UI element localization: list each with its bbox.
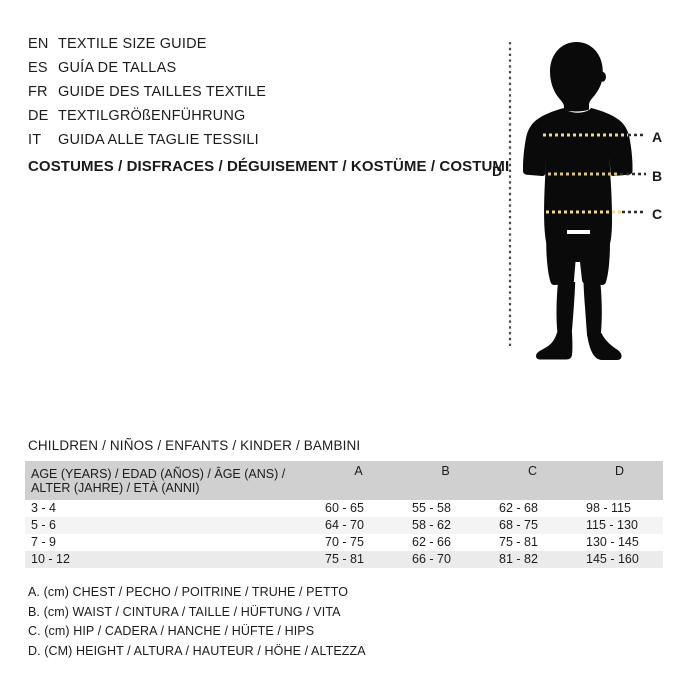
language-row-fr: FR GUIDE DES TAILLES TEXTILE (28, 84, 468, 108)
header-c: C (527, 464, 538, 478)
cell-a: 60 - 65 (325, 501, 364, 515)
language-row-it: IT GUIDA ALLE TAGLIE TESSILI (28, 132, 468, 156)
cell-c: 75 - 81 (499, 535, 538, 549)
size-table: AGE (YEARS) / EDAD (AÑOS) / ÂGE (ANS) / … (25, 461, 663, 568)
language-header-block: EN TEXTILE SIZE GUIDE ES GUÍA DE TALLAS … (28, 36, 468, 156)
header-d: D (614, 464, 625, 478)
table-row: 5 - 6 64 - 70 58 - 62 68 - 75 115 - 130 (25, 517, 663, 534)
cell-d: 115 - 130 (586, 518, 638, 532)
language-code-de: DE (28, 108, 49, 124)
figure-label-b: B (652, 168, 663, 184)
language-code-it: IT (28, 132, 42, 148)
cell-d: 98 - 115 (586, 501, 631, 515)
language-text-it: GUIDA ALLE TAGLIE TESSILI (58, 132, 259, 148)
header-age: AGE (YEARS) / EDAD (AÑOS) / ÂGE (ANS) / … (31, 466, 286, 495)
header-a: A (354, 464, 363, 478)
cell-age: 5 - 6 (31, 518, 57, 532)
language-code-es: ES (28, 60, 48, 76)
language-row-es: ES GUÍA DE TALLAS (28, 60, 468, 84)
cell-a: 75 - 81 (325, 552, 364, 566)
table-row: 10 - 12 75 - 81 66 - 70 81 - 82 145 - 16… (25, 551, 663, 568)
header-b: B (441, 464, 450, 478)
legend-row-b: B. (cm) WAIST / CINTURA / TAILLE / HÜFTU… (28, 604, 341, 619)
table-caption: CHILDREN / NIÑOS / ENFANTS / KINDER / BA… (28, 438, 361, 453)
silhouette-body (523, 42, 633, 360)
cell-c: 68 - 75 (499, 518, 538, 532)
figure-label-d: D (492, 163, 503, 179)
language-text-fr: GUIDE DES TAILLES TEXTILE (58, 84, 267, 100)
language-text-es: GUÍA DE TALLAS (58, 60, 177, 76)
cell-b: 58 - 62 (412, 518, 451, 532)
figure-label-c: C (652, 206, 663, 222)
legend-row-a: A. (cm) CHEST / PECHO / POITRINE / TRUHE… (28, 585, 349, 599)
cell-c: 81 - 82 (499, 552, 538, 566)
cell-age: 3 - 4 (31, 501, 57, 515)
language-code-fr: FR (28, 84, 48, 100)
cell-age: 7 - 9 (31, 535, 57, 549)
cell-b: 66 - 70 (412, 552, 451, 566)
language-row-en: EN TEXTILE SIZE GUIDE (28, 36, 468, 60)
measurement-figure: A B C D (470, 30, 685, 360)
cell-d: 130 - 145 (586, 535, 639, 549)
language-text-en: TEXTILE SIZE GUIDE (58, 36, 207, 52)
measurement-legend: A. (cm) CHEST / PECHO / POITRINE / TRUHE… (28, 583, 488, 661)
cell-a: 64 - 70 (325, 518, 364, 532)
cell-a: 70 - 75 (325, 535, 364, 549)
table-header-row: AGE (YEARS) / EDAD (AÑOS) / ÂGE (ANS) / … (25, 461, 663, 500)
cell-d: 145 - 160 (586, 552, 639, 566)
child-silhouette-icon (508, 42, 646, 360)
cell-b: 62 - 66 (412, 535, 451, 549)
language-code-en: EN (28, 36, 49, 52)
cell-b: 55 - 58 (412, 501, 451, 515)
table-body: 3 - 4 60 - 65 55 - 58 62 - 68 98 - 115 5… (25, 500, 663, 568)
table-row: 3 - 4 60 - 65 55 - 58 62 - 68 98 - 115 (25, 500, 663, 517)
costumes-subtitle: COSTUMES / DISFRACES / DÉGUISEMENT / KOS… (28, 158, 510, 175)
language-row-de: DE TEXTILGRÖßENFÜHRUNG (28, 108, 468, 132)
legend-row-c: C. (cm) HIP / CADERA / HANCHE / HÜFTE / … (28, 624, 315, 638)
table-row: 7 - 9 70 - 75 62 - 66 75 - 81 130 - 145 (25, 534, 663, 551)
table-head: AGE (YEARS) / EDAD (AÑOS) / ÂGE (ANS) / … (25, 461, 663, 500)
cell-age: 10 - 12 (31, 552, 70, 566)
language-text-de: TEXTILGRÖßENFÜHRUNG (58, 108, 246, 124)
cell-c: 62 - 68 (499, 501, 538, 515)
legend-row-d: D. (CM) HEIGHT / ALTURA / HAUTEUR / HÖHE… (28, 643, 366, 658)
figure-label-a: A (652, 129, 663, 145)
